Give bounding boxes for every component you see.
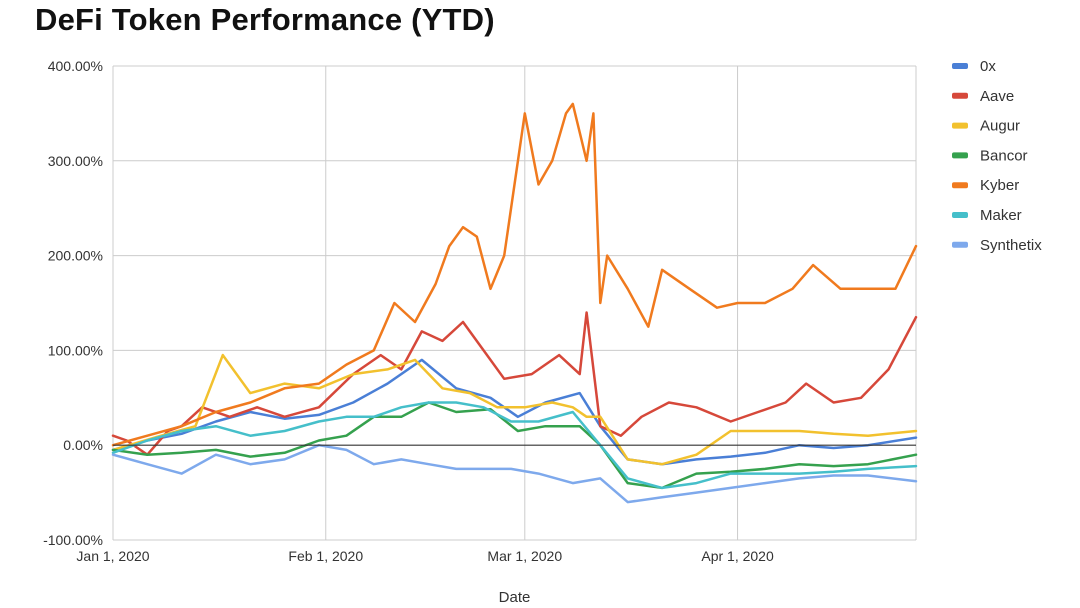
y-tick-label: -100.00%: [43, 532, 103, 548]
legend-swatch-0x: [952, 63, 968, 69]
legend-label-synthetix: Synthetix: [980, 237, 1042, 254]
series-line-0x: [111, 358, 918, 466]
legend-swatch-aave: [952, 92, 968, 99]
y-tick-label: 100.00%: [48, 342, 103, 358]
x-tick-label: Feb 1, 2020: [288, 548, 363, 564]
legend-label-0x: 0x: [980, 58, 996, 75]
x-tick-label: Jan 1, 2020: [76, 548, 149, 564]
series-line-synthetix: [111, 443, 918, 504]
legend-label-kyber: Kyber: [980, 177, 1019, 194]
y-tick-label: 400.00%: [48, 58, 103, 74]
y-tick-label: 300.00%: [48, 153, 103, 169]
x-axis-title: Date: [499, 589, 531, 606]
series-line-augur: [111, 353, 918, 466]
legend-label-maker: Maker: [980, 207, 1022, 224]
series-line-kyber: [111, 102, 918, 447]
series-line-maker: [111, 401, 918, 490]
chart-title: DeFi Token Performance (YTD): [35, 2, 495, 37]
legend-label-augur: Augur: [980, 118, 1020, 135]
y-tick-label: 0.00%: [63, 437, 103, 453]
series-line-bancor: [111, 401, 918, 490]
series-line-aave: [111, 311, 918, 456]
x-tick-label: Mar 1, 2020: [487, 548, 562, 564]
legend-swatch-maker: [952, 212, 968, 218]
legend-swatch-bancor: [952, 152, 968, 159]
y-tick-label: 200.00%: [48, 248, 103, 264]
legend-swatch-synthetix: [952, 241, 968, 248]
legend-swatch-augur: [952, 122, 968, 129]
legend-swatch-kyber: [952, 182, 968, 189]
x-tick-label: Apr 1, 2020: [701, 548, 774, 564]
legend-label-bancor: Bancor: [980, 147, 1028, 164]
legend-label-aave: Aave: [980, 88, 1014, 105]
